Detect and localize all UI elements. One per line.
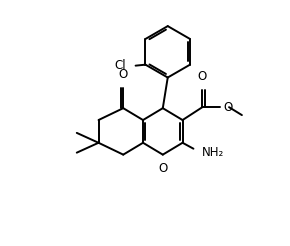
Text: O: O (119, 68, 128, 81)
Text: NH₂: NH₂ (202, 146, 224, 159)
Text: O: O (158, 162, 167, 175)
Text: O: O (198, 70, 207, 83)
Text: O: O (223, 101, 232, 114)
Text: Cl: Cl (114, 59, 126, 72)
